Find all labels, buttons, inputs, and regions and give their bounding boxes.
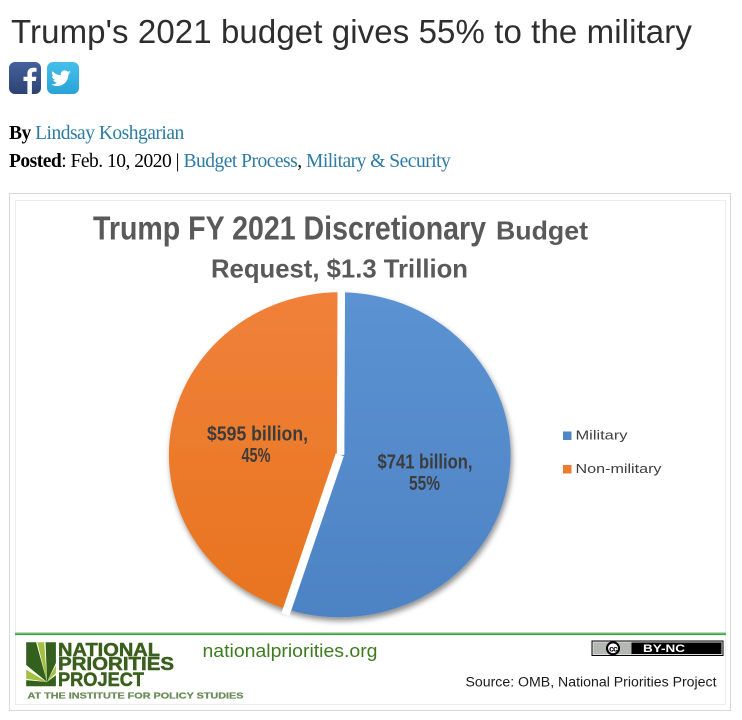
svg-text:PROJECT: PROJECT bbox=[58, 670, 144, 691]
svg-text:$595 billion,: $595 billion, bbox=[207, 424, 308, 446]
svg-text:$741 billion,: $741 billion, bbox=[378, 452, 473, 474]
svg-text:Military: Military bbox=[576, 428, 629, 443]
svg-text:nationalpriorities.org: nationalpriorities.org bbox=[203, 641, 378, 661]
svg-text:Source: OMB, National Prioriti: Source: OMB, National Priorities Project bbox=[466, 675, 717, 690]
svg-text:NATIONAL: NATIONAL bbox=[58, 640, 160, 660]
svg-text:Trump FY 2021 Discretionary: Trump FY 2021 Discretionary bbox=[93, 210, 487, 247]
svg-text:Request, $1.3 Trillion: Request, $1.3 Trillion bbox=[211, 254, 468, 284]
svg-text:45%: 45% bbox=[242, 445, 271, 467]
svg-text:PRIORITIES: PRIORITIES bbox=[58, 654, 174, 674]
svg-text:BY-NC: BY-NC bbox=[643, 643, 685, 655]
svg-text:AT THE INSTITUTE FOR POLICY ST: AT THE INSTITUTE FOR POLICY STUDIES bbox=[28, 691, 244, 701]
svg-text:55%: 55% bbox=[409, 473, 440, 495]
svg-text:Non-military: Non-military bbox=[576, 461, 663, 476]
svg-text:cc: cc bbox=[609, 643, 618, 653]
svg-text:Budget: Budget bbox=[496, 216, 588, 246]
